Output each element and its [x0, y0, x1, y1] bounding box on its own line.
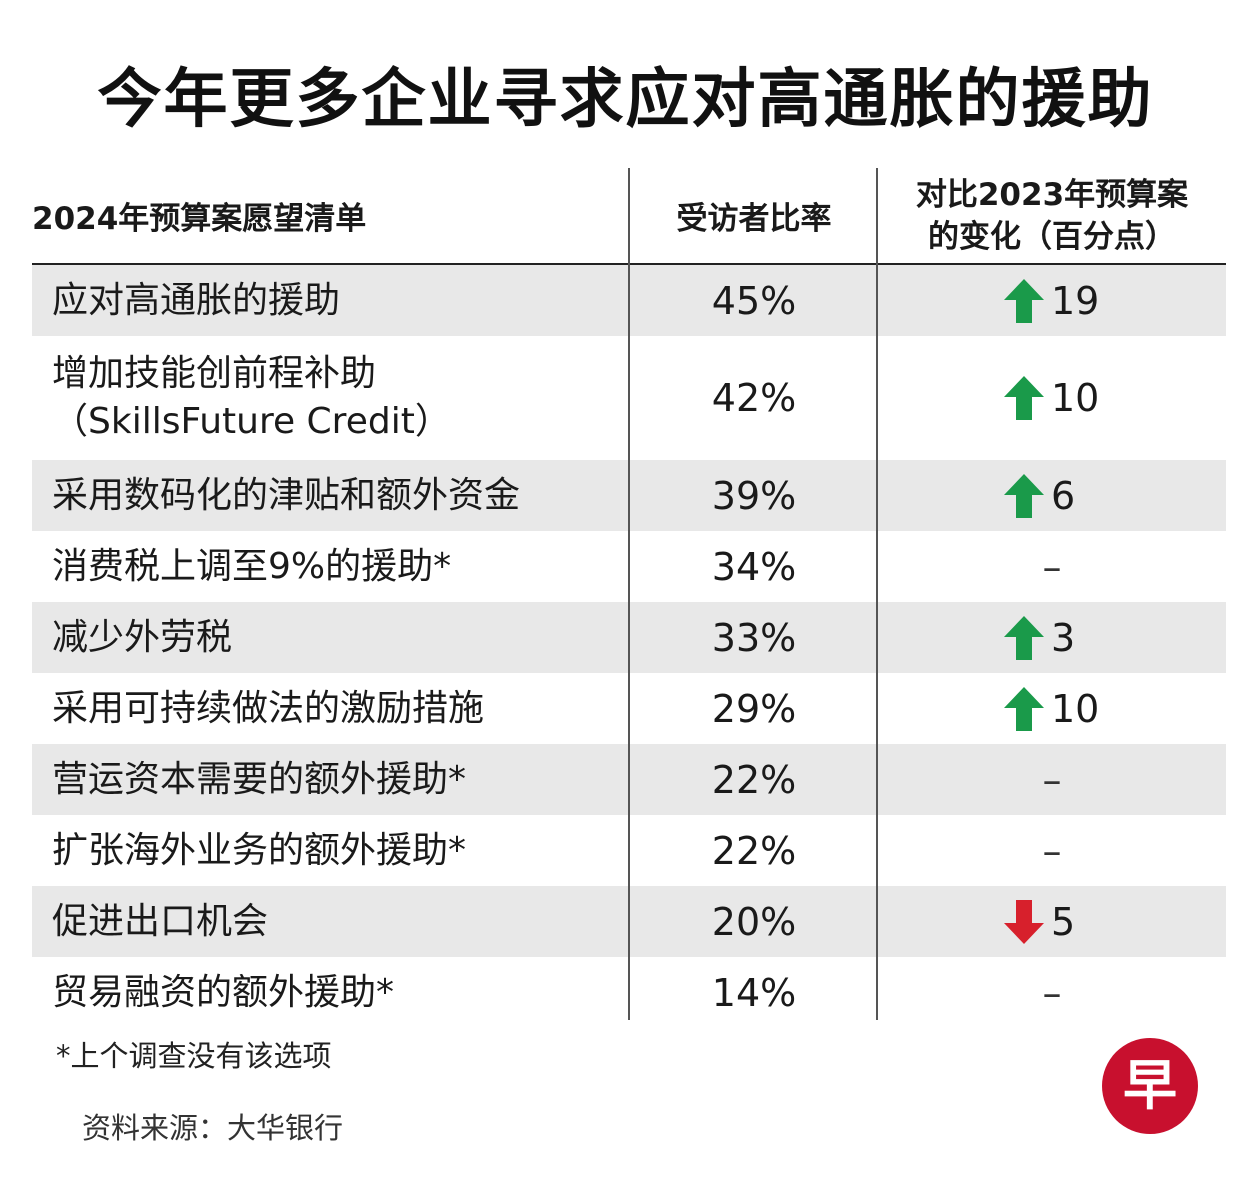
- row-rate: 39%: [711, 473, 797, 518]
- change-number: 10: [1051, 686, 1100, 731]
- row-item: 促进出口机会: [52, 886, 268, 957]
- change-value: 10: [1003, 686, 1101, 732]
- row-item: 贸易融资的额外援助*: [52, 957, 394, 1028]
- table-header: 2024年预算案愿望清单 受访者比率 对比2023年预算案 的变化（百分点）: [32, 168, 1226, 265]
- row-item: 营运资本需要的额外援助*: [52, 744, 466, 815]
- footnote: *上个调查没有该选项: [56, 1039, 332, 1073]
- arrow-up-icon: [1004, 615, 1044, 660]
- header-rate: 受访者比率: [676, 201, 832, 237]
- svg-text:早: 早: [1123, 1054, 1177, 1117]
- no-change-dash: –: [1042, 544, 1062, 589]
- table-row: 扩张海外业务的额外援助* 22% –: [32, 815, 1226, 886]
- row-change: 10: [878, 673, 1226, 744]
- row-item-label: 扩张海外业务的额外援助*: [52, 829, 467, 871]
- change-number: 19: [1051, 278, 1100, 323]
- row-rate: 22%: [711, 828, 797, 873]
- row-rate: 34%: [711, 544, 797, 589]
- row-change: –: [878, 815, 1226, 886]
- row-rate: 20%: [711, 899, 797, 944]
- row-item: 扩张海外业务的额外援助*: [52, 815, 466, 886]
- header-change-line2: 的变化（百分点）: [928, 218, 1176, 255]
- table-row: 采用可持续做法的激励措施 29% 10: [32, 673, 1226, 744]
- row-item-label: 应对高通胀的援助: [52, 279, 341, 321]
- row-item-label: 营运资本需要的额外援助*: [52, 758, 467, 800]
- row-item: 采用数码化的津贴和额外资金: [52, 460, 520, 531]
- row-change: –: [878, 957, 1226, 1028]
- change-value: 19: [1003, 278, 1101, 324]
- row-rate: 42%: [711, 376, 797, 420]
- chart-title: 今年更多企业寻求应对高通胀的援助: [97, 63, 1154, 137]
- row-rate: 33%: [711, 615, 797, 660]
- row-item-label: 减少外劳税: [52, 616, 233, 658]
- table-row: 消费税上调至9%的援助* 34% –: [32, 531, 1226, 602]
- arrow-up-icon: [1004, 473, 1044, 518]
- change-value: 5: [1003, 899, 1101, 945]
- change-value: 6: [1003, 473, 1101, 519]
- row-item-label: 促进出口机会: [52, 900, 269, 942]
- column-divider: [628, 168, 630, 1020]
- source-note: 资料来源：大华银行: [82, 1111, 344, 1145]
- row-item: 消费税上调至9%的援助*: [52, 531, 451, 602]
- table-row: 增加技能创前程补助 （SkillsFuture Credit） 42% 10: [32, 336, 1226, 460]
- header-change-line1: 对比2023年预算案: [915, 176, 1189, 213]
- header-change: 对比2023年预算案 的变化（百分点）: [878, 168, 1226, 263]
- row-item: 采用可持续做法的激励措施: [52, 673, 484, 744]
- row-item: 应对高通胀的援助: [52, 265, 340, 336]
- row-item-sublabel: （SkillsFuture Credit）: [52, 401, 451, 442]
- table-row: 贸易融资的额外援助* 14% –: [32, 957, 1226, 1028]
- zaobao-logo: 早: [1102, 1038, 1198, 1134]
- row-change: 3: [878, 602, 1226, 673]
- row-change: –: [878, 531, 1226, 602]
- header-wishlist: 2024年预算案愿望清单: [32, 201, 367, 237]
- row-change: 5: [878, 886, 1226, 957]
- column-divider: [876, 168, 878, 1020]
- no-change-dash: –: [1042, 970, 1062, 1015]
- change-number: 5: [1051, 899, 1076, 944]
- row-change: 10: [878, 336, 1226, 460]
- row-item-label: 采用数码化的津贴和额外资金: [52, 474, 521, 516]
- change-value: 10: [1003, 375, 1101, 421]
- row-rate: 45%: [711, 278, 797, 323]
- row-change: 19: [878, 265, 1226, 336]
- change-number: 10: [1051, 376, 1100, 420]
- arrow-up-icon: [1004, 686, 1044, 731]
- row-item: 减少外劳税: [52, 602, 232, 673]
- row-rate: 22%: [711, 757, 797, 802]
- row-item-label: 采用可持续做法的激励措施: [52, 687, 485, 729]
- row-item-label: 消费税上调至9%的援助*: [52, 545, 452, 587]
- no-change-dash: –: [1042, 757, 1062, 802]
- change-number: 3: [1051, 615, 1076, 660]
- row-rate: 14%: [711, 970, 797, 1015]
- data-table: 2024年预算案愿望清单 受访者比率 对比2023年预算案 的变化（百分点） 应…: [32, 168, 1226, 1028]
- no-change-dash: –: [1042, 828, 1062, 873]
- row-rate: 29%: [711, 686, 797, 731]
- row-item-label: 增加技能创前程补助: [52, 353, 377, 394]
- row-change: –: [878, 744, 1226, 815]
- arrow-up-icon: [1004, 376, 1044, 420]
- arrow-up-icon: [1004, 278, 1044, 323]
- row-item: 增加技能创前程补助 （SkillsFuture Credit）: [52, 336, 451, 460]
- row-change: 6: [878, 460, 1226, 531]
- change-value: 3: [1003, 615, 1101, 661]
- change-number: 6: [1051, 473, 1076, 518]
- arrow-down-icon: [1004, 899, 1044, 944]
- row-item-label: 贸易融资的额外援助*: [52, 971, 395, 1013]
